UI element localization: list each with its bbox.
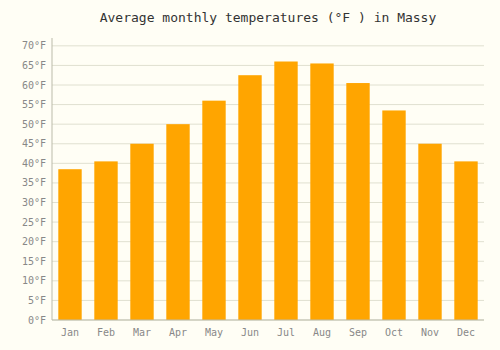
- grid-line: [52, 124, 484, 125]
- bar: [382, 110, 405, 320]
- bar: [130, 144, 153, 320]
- y-tick-label: 35°F: [22, 177, 46, 188]
- x-tick-label: Jan: [61, 327, 79, 338]
- bar: [418, 144, 441, 320]
- x-tick-label: Apr: [169, 327, 187, 338]
- y-tick-label: 40°F: [22, 158, 46, 169]
- y-tick-label: 45°F: [22, 138, 46, 149]
- bar: [454, 161, 477, 320]
- x-tick-label: Mar: [133, 327, 151, 338]
- y-tick-label: 0°F: [28, 315, 46, 326]
- x-tick-label: Aug: [313, 327, 331, 338]
- x-tick-label: Oct: [385, 327, 403, 338]
- y-axis-line: [52, 38, 53, 320]
- y-tick-label: 5°F: [28, 295, 46, 306]
- x-tick-label: Nov: [421, 327, 439, 338]
- y-tick-label: 60°F: [22, 80, 46, 91]
- grid-line: [52, 104, 484, 105]
- grid-line: [52, 320, 484, 321]
- x-tick-label: Dec: [457, 327, 475, 338]
- background: [0, 0, 500, 350]
- grid-line: [52, 65, 484, 66]
- y-tick-label: 30°F: [22, 197, 46, 208]
- bar: [94, 161, 117, 320]
- y-tick-label: 55°F: [22, 99, 46, 110]
- bar: [202, 101, 225, 320]
- chart-svg: Average monthly temperatures (°F ) in Ma…: [0, 0, 500, 350]
- y-tick-label: 70°F: [22, 40, 46, 51]
- chart-title: Average monthly temperatures (°F ) in Ma…: [100, 10, 437, 25]
- y-tick-label: 20°F: [22, 236, 46, 247]
- bar: [58, 169, 81, 320]
- x-axis: Jan Feb Mar Apr May Jun Jul Aug Sep Oct Nov Dec: [61, 327, 475, 338]
- bar: [346, 83, 369, 320]
- x-tick-label: Sep: [349, 327, 367, 338]
- x-tick-label: May: [205, 327, 223, 338]
- y-tick-label: 15°F: [22, 256, 46, 267]
- y-tick-label: 10°F: [22, 275, 46, 286]
- chart-container: Average monthly temperatures (°F ) in Ma…: [0, 0, 500, 350]
- x-tick-label: Jul: [277, 327, 295, 338]
- grid-line: [52, 85, 484, 86]
- bar: [238, 75, 261, 320]
- x-tick-label: Feb: [97, 327, 115, 338]
- y-tick-label: 50°F: [22, 119, 46, 130]
- grid: [52, 46, 484, 320]
- bar: [274, 62, 297, 321]
- x-tick-label: Jun: [241, 327, 259, 338]
- y-tick-label: 65°F: [22, 60, 46, 71]
- bars: [58, 62, 477, 321]
- x-axis-line: [52, 320, 484, 321]
- bar: [166, 124, 189, 320]
- y-tick-label: 25°F: [22, 217, 46, 228]
- bar: [310, 63, 333, 320]
- y-axis: 0°F 5°F 10°F 15°F 20°F 25°F 30°F 35°F 40°F 45°F 50…: [22, 40, 46, 325]
- grid-line: [52, 45, 484, 46]
